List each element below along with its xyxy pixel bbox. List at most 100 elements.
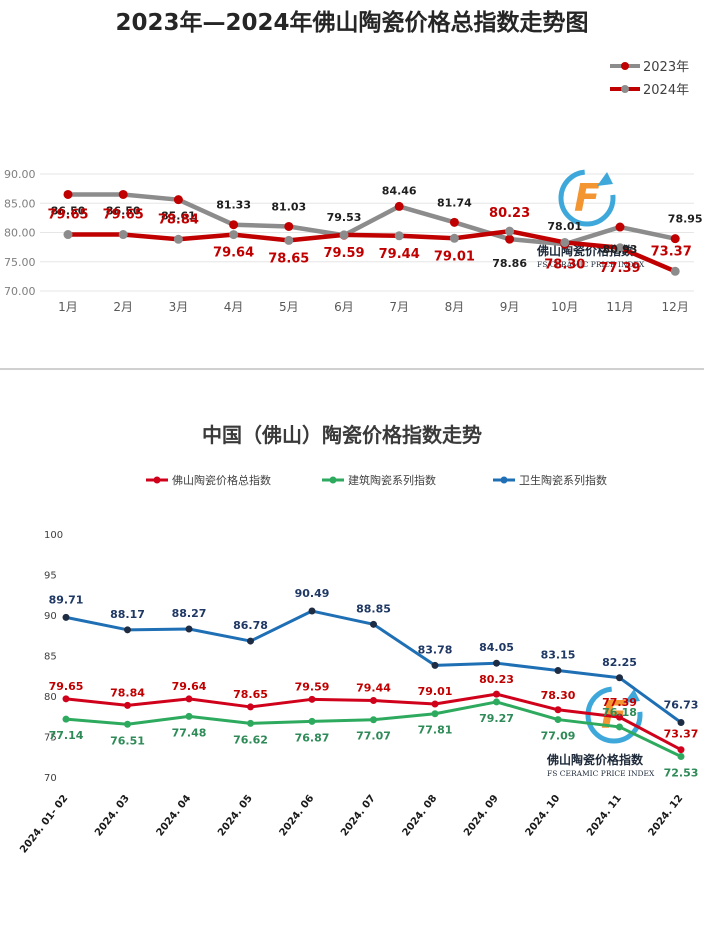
watermark-logo: F — [558, 169, 616, 227]
chart-panel-index-trend: 中国（佛山）陶瓷价格指数走势 佛山陶瓷价格总指数 建筑陶瓷系列指数 卫生陶瓷系列指数 7… — [0, 368, 704, 929]
chart1-data-label-2024: 79.64 — [213, 246, 254, 261]
chart1-title: 2023年—2024年佛山陶瓷价格总指数走势图 — [115, 9, 588, 36]
chart1-point-2 — [394, 231, 404, 241]
chart2-xtick-label: 2024. 09 — [462, 793, 501, 838]
chart2-legend-label: 佛山陶瓷价格总指数 — [172, 473, 271, 487]
chart2-point-1 — [616, 713, 623, 721]
chart2-title: 中国（佛山）陶瓷价格指数走势 — [202, 423, 482, 447]
chart2-xtick-label: 2024. 10 — [524, 793, 563, 838]
chart2-data-label-3: 86.78 — [233, 619, 268, 632]
chart2-data-label-3: 90.49 — [295, 587, 330, 600]
chart2-xtick-label: 2024. 08 — [401, 793, 440, 838]
watermark-cn: 佛山陶瓷价格指数 — [546, 752, 644, 767]
chart2-point-3 — [370, 620, 377, 628]
chart2-xtick-label: 2024. 07 — [339, 793, 378, 838]
chart1-ytick-label: 75.00 — [4, 256, 36, 269]
chart1-legend-marker — [621, 85, 629, 93]
chart2-xtick-label: 2024. 11 — [585, 793, 624, 838]
chart-panel-2023-2024: 2023年—2024年佛山陶瓷价格总指数走势图 70.00 75.00 80.00 85… — [0, 0, 704, 368]
chart1-xtick-label: 10月 — [551, 300, 578, 314]
chart1-point-1 — [670, 234, 680, 244]
chart2-point-2 — [554, 716, 562, 724]
chart2-point-1 — [677, 746, 685, 754]
chart2-xtick-label: 2024. 12 — [647, 793, 686, 838]
chart1-ytick-label: 90.00 — [4, 168, 36, 181]
chart1-xtick-label: 6月 — [334, 300, 354, 314]
chart1-point-2 — [173, 234, 183, 244]
chart2-legend-marker — [153, 476, 161, 484]
chart2-data-label-3: 83.78 — [418, 643, 453, 656]
chart1-data-label-2024: 78.30 — [544, 257, 585, 272]
chart2-ytick-label: 85 — [44, 652, 57, 663]
watermark-ring — [558, 169, 616, 227]
chart2-point-1 — [124, 701, 131, 709]
chart2-data-label-2: 76.62 — [233, 733, 268, 746]
chart2-xtick-label: 2024. 03 — [93, 793, 132, 838]
chart2-point-2 — [308, 717, 316, 725]
chart1-data-label-2024: 79.01 — [434, 249, 475, 264]
chart2-ytick-label: 80 — [44, 692, 57, 703]
chart2-data-label-3: 83.15 — [541, 648, 576, 661]
chart2-point-2 — [62, 715, 70, 723]
chart1-point-2 — [118, 230, 128, 240]
chart1-xtick-label: 11月 — [606, 300, 633, 314]
chart1-point-2 — [670, 266, 680, 276]
chart2-data-label-2: 77.07 — [356, 730, 391, 743]
chart1-data-label-2023: 84.46 — [382, 184, 417, 197]
chart1-point-1 — [173, 195, 183, 205]
chart1-data-label-2023: 80.93 — [603, 243, 638, 256]
chart2-data-label-3: 84.05 — [479, 641, 514, 654]
chart1-series-line-2 — [68, 228, 677, 274]
chart2-point-3 — [493, 659, 500, 667]
chart1-xtick-label: 7月 — [389, 300, 409, 314]
chart2-legend-label: 卫生陶瓷系列指数 — [519, 473, 607, 487]
chart1-data-label-2024: 79.65 — [47, 208, 88, 223]
chart2-data-label-3: 88.85 — [356, 602, 391, 615]
chart2-data-label-2: 77.14 — [49, 729, 84, 742]
chart1-point-2 — [505, 226, 515, 236]
chart2-point-3 — [554, 666, 562, 674]
chart1-point-2 — [63, 230, 73, 240]
chart1-point-2 — [615, 243, 625, 253]
chart1-point-1 — [615, 222, 625, 232]
chart2-point-1 — [185, 695, 193, 703]
chart1-point-2 — [339, 230, 349, 240]
chart2-data-label-2: 77.09 — [541, 730, 576, 743]
chart2-point-2 — [185, 712, 193, 720]
chart2-legend-marker — [329, 476, 337, 484]
chart2-data-label-1: 79.64 — [172, 680, 207, 693]
chart1-point-1 — [118, 189, 128, 199]
chart1-xtick-label: 1月 — [58, 300, 78, 314]
chart1-data-label-2024: 73.37 — [651, 244, 692, 259]
chart2-xtick-label: 2024. 01- 02 — [18, 793, 70, 855]
chart1-xtick-label: 4月 — [224, 300, 244, 314]
chart1-data-label-2024: 79.59 — [323, 246, 364, 261]
chart2-point-3 — [185, 625, 193, 633]
chart1-legend-marker — [621, 62, 629, 70]
chart1-ytick-label: 85.00 — [4, 197, 36, 210]
chart2-data-label-3: 88.27 — [172, 607, 207, 620]
watermark-arrow-icon — [624, 689, 640, 703]
chart2-point-3 — [124, 626, 131, 634]
chart2-point-3 — [431, 661, 439, 669]
chart2-data-label-3: 76.73 — [664, 698, 699, 711]
watermark-arrow-icon — [597, 172, 613, 186]
chart1-xtick-label: 2月 — [113, 300, 133, 314]
chart1-data-label-2023: 81.74 — [437, 196, 472, 209]
yearly-comparison-chart: 2023年—2024年佛山陶瓷价格总指数走势图 70.00 75.00 80.00 85… — [4, 9, 703, 314]
chart1-data-label-2023: 78.86 — [492, 257, 527, 270]
chart2-data-label-3: 88.17 — [110, 608, 145, 621]
chart1-point-2 — [229, 230, 239, 240]
chart1-point-2 — [449, 233, 459, 243]
chart2-xtick-label: 2024. 06 — [278, 793, 317, 838]
chart2-data-label-3: 89.71 — [49, 593, 84, 606]
chart2-data-label-2: 76.51 — [110, 734, 145, 747]
chart2-point-1 — [493, 690, 500, 698]
chart1-data-label-2023: 81.33 — [216, 199, 251, 212]
chart1-data-label-2023: 86.50 — [51, 204, 86, 217]
chart2-ytick-label: 100 — [44, 530, 63, 541]
chart1-ytick-label: 70.00 — [4, 285, 36, 298]
chart2-point-3 — [308, 607, 316, 615]
chart1-legend-label: 2024年 — [643, 83, 689, 98]
